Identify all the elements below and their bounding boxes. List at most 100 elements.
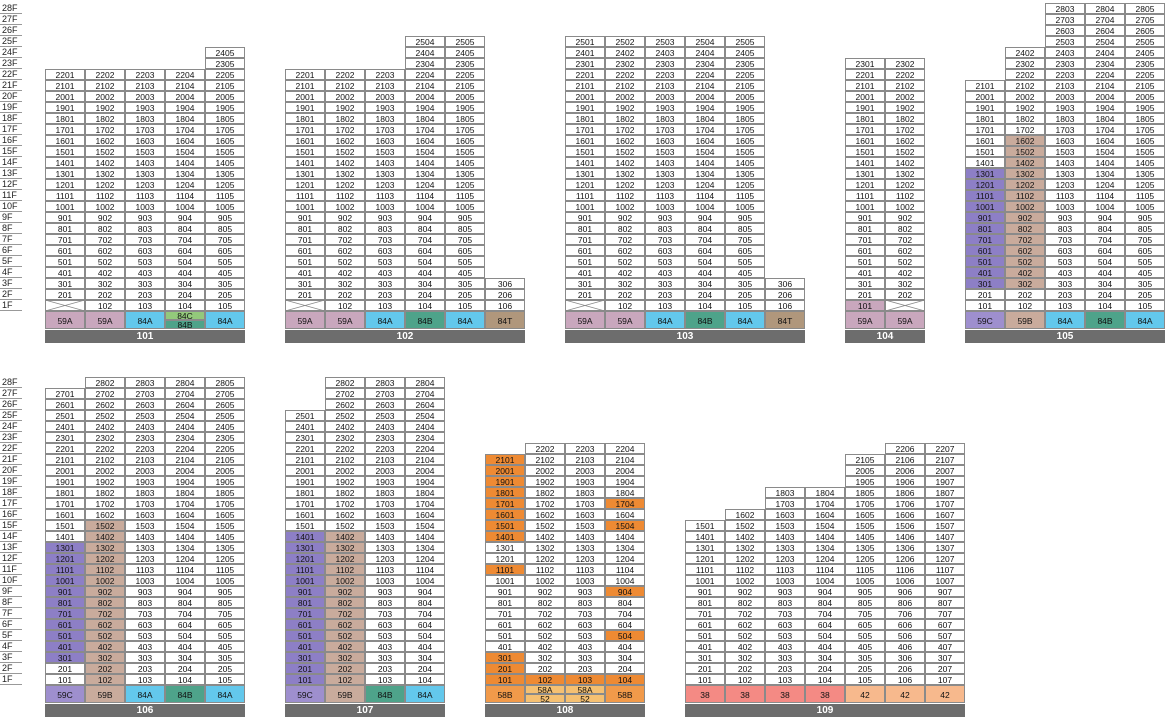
unit-cell[interactable]: 2603 (125, 399, 165, 410)
unit-cell[interactable]: 1802 (885, 113, 925, 124)
unit-cell[interactable]: 2303 (365, 432, 405, 443)
unit-cell[interactable]: 804 (165, 597, 205, 608)
unit-cell[interactable]: 1302 (85, 168, 125, 179)
unit-cell[interactable]: 1103 (565, 564, 605, 575)
unit-cell[interactable]: 306 (885, 652, 925, 663)
unit-cell[interactable]: 701 (285, 608, 325, 619)
unit-cell[interactable]: 1903 (1045, 102, 1085, 113)
unit-cell[interactable]: 504 (605, 630, 645, 641)
unit-cell[interactable]: 2203 (565, 443, 605, 454)
unit-cell[interactable]: 901 (45, 586, 85, 597)
unit-cell[interactable]: 801 (45, 597, 85, 608)
unit-cell[interactable]: 2803 (1045, 3, 1085, 14)
unit-cell[interactable]: 1305 (725, 168, 765, 179)
unit-cell[interactable]: 306 (485, 278, 525, 289)
unit-cell[interactable]: 902 (85, 586, 125, 597)
unit-cell[interactable]: 1602 (605, 135, 645, 146)
unit-cell[interactable]: 804 (405, 597, 445, 608)
unit-cell[interactable]: 1103 (365, 190, 405, 201)
unit-cell[interactable]: 1405 (205, 531, 245, 542)
unit-cell[interactable]: 404 (405, 267, 445, 278)
unit-cell[interactable]: 302 (325, 652, 365, 663)
unit-cell[interactable]: 305 (725, 278, 765, 289)
unit-cell[interactable]: 202 (85, 663, 125, 674)
unit-cell[interactable]: 2505 (1125, 36, 1165, 47)
unit-cell[interactable]: 2303 (125, 432, 165, 443)
unit-cell[interactable]: 1502 (725, 520, 765, 531)
unit-cell[interactable]: 805 (205, 223, 245, 234)
unit-cell[interactable]: 2304 (1085, 58, 1125, 69)
unit-cell[interactable]: 2403 (365, 421, 405, 432)
unit-cell[interactable]: 2703 (365, 388, 405, 399)
unit-cell[interactable]: 705 (1125, 234, 1165, 245)
unit-cell[interactable]: 301 (285, 652, 325, 663)
unit-cell[interactable]: 704 (165, 608, 205, 619)
unit-cell[interactable]: 901 (45, 212, 85, 223)
unit-cell[interactable]: 1902 (325, 476, 365, 487)
unit-cell[interactable]: 202 (325, 289, 365, 300)
unit-cell[interactable]: 1804 (405, 113, 445, 124)
unit-cell[interactable]: 2502 (325, 410, 365, 421)
unit-cell[interactable]: 2301 (285, 432, 325, 443)
unit-cell[interactable]: 1704 (165, 498, 205, 509)
unit-cell[interactable]: 1706 (885, 498, 925, 509)
unit-cell[interactable]: 1502 (325, 146, 365, 157)
unit-cell[interactable]: 801 (485, 597, 525, 608)
unit-cell[interactable]: 1804 (685, 113, 725, 124)
unit-cell[interactable]: 703 (645, 234, 685, 245)
unit-cell[interactable]: 101 (685, 674, 725, 685)
unit-cell[interactable]: 2404 (1085, 47, 1125, 58)
unit-cell[interactable]: 1605 (205, 509, 245, 520)
unit-cell[interactable]: 1304 (165, 542, 205, 553)
unit-cell[interactable]: 1503 (125, 520, 165, 531)
unit-cell[interactable]: 2204 (1085, 69, 1125, 80)
unit-cell[interactable]: 304 (165, 278, 205, 289)
unit-cell[interactable]: 303 (645, 278, 685, 289)
unit-cell[interactable]: 2201 (45, 443, 85, 454)
unit-cell[interactable]: 1104 (685, 190, 725, 201)
unit-cell[interactable]: 1002 (325, 575, 365, 586)
unit-cell[interactable]: 1504 (805, 520, 845, 531)
unit-cell[interactable]: 301 (845, 278, 885, 289)
unit-cell[interactable]: 401 (565, 267, 605, 278)
unit-cell[interactable]: 704 (165, 234, 205, 245)
unit-cell[interactable]: 2001 (285, 465, 325, 476)
unit-cell[interactable]: 2105 (725, 80, 765, 91)
unit-cell[interactable]: 206 (765, 289, 805, 300)
unit-cell[interactable]: 1002 (85, 575, 125, 586)
unit-cell[interactable]: 1504 (605, 520, 645, 531)
unit-cell[interactable]: 1401 (485, 531, 525, 542)
unit-cell[interactable]: 904 (605, 586, 645, 597)
unit-cell[interactable]: 1402 (1005, 157, 1045, 168)
unit-cell[interactable]: 102 (325, 674, 365, 685)
unit-cell[interactable]: 2206 (885, 443, 925, 454)
unit-cell[interactable]: 507 (925, 630, 965, 641)
unit-cell[interactable]: 302 (605, 278, 645, 289)
unit-cell[interactable]: 2601 (45, 399, 85, 410)
unit-cell[interactable]: 2302 (605, 58, 645, 69)
unit-cell[interactable]: 1205 (205, 553, 245, 564)
unit-cell[interactable]: 1702 (1005, 124, 1045, 135)
unit-cell[interactable]: 2203 (125, 443, 165, 454)
unit-cell[interactable]: 2502 (85, 410, 125, 421)
unit-cell[interactable]: 804 (165, 223, 205, 234)
unit-cell[interactable]: 2205 (725, 69, 765, 80)
unit-cell[interactable]: 202 (885, 289, 925, 300)
unit-cell[interactable]: 2804 (1085, 3, 1125, 14)
unit-cell[interactable]: 2004 (165, 465, 205, 476)
unit-cell[interactable]: 403 (125, 641, 165, 652)
unit-cell[interactable]: 2101 (965, 80, 1005, 91)
unit-cell[interactable]: 201 (285, 289, 325, 300)
unit-cell[interactable]: 2304 (165, 432, 205, 443)
unit-cell[interactable]: 602 (525, 619, 565, 630)
unit-cell[interactable]: 402 (325, 267, 365, 278)
unit-cell[interactable]: 501 (685, 630, 725, 641)
unit-cell[interactable]: 1702 (885, 124, 925, 135)
unit-cell[interactable]: 1204 (685, 179, 725, 190)
unit-cell[interactable]: 104 (685, 300, 725, 311)
unit-cell[interactable]: 1001 (565, 201, 605, 212)
unit-cell[interactable]: 902 (1005, 212, 1045, 223)
unit-cell[interactable]: 2402 (85, 421, 125, 432)
unit-cell[interactable]: 1705 (205, 498, 245, 509)
unit-cell[interactable]: 501 (965, 256, 1005, 267)
